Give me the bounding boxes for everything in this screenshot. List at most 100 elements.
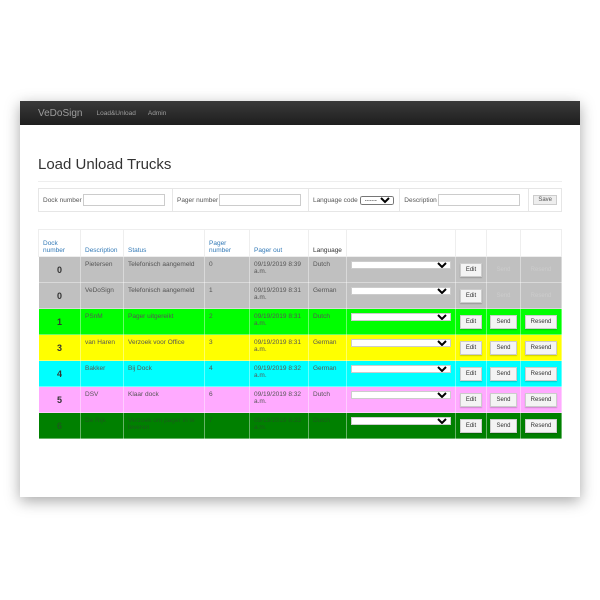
nav-load-unload[interactable]: Load&Unload bbox=[96, 109, 136, 117]
edit-button[interactable]: Edit bbox=[459, 340, 483, 355]
resend-button[interactable]: Resend bbox=[524, 340, 558, 355]
pager-out: 09/19/2019 8:33 a.m. bbox=[249, 412, 309, 439]
pager-number: 7 bbox=[204, 412, 250, 439]
edit-button[interactable]: Edit bbox=[459, 366, 483, 381]
navbar: VeDoSign Load&Unload Admin bbox=[20, 101, 580, 125]
edit-button[interactable]: Edit bbox=[459, 418, 483, 433]
language: Dutch bbox=[308, 256, 347, 283]
edit-button[interactable]: Edit bbox=[459, 262, 483, 277]
resend-button[interactable]: Resend bbox=[526, 264, 557, 276]
header-description[interactable]: Description bbox=[80, 229, 124, 257]
resend-button[interactable]: Resend bbox=[524, 366, 558, 381]
dock-number-input[interactable] bbox=[82, 194, 165, 206]
language: German bbox=[308, 282, 347, 309]
description: PSnM bbox=[80, 308, 124, 335]
filter-bar: Dock number Pager number Language code --… bbox=[38, 188, 562, 212]
description-input[interactable] bbox=[437, 194, 520, 206]
send-button[interactable]: Send bbox=[490, 314, 517, 329]
send-button[interactable]: Send bbox=[490, 392, 517, 407]
save-button[interactable]: Save bbox=[533, 195, 557, 205]
header-dock-number[interactable]: Dock number bbox=[38, 229, 81, 257]
table-row: 0 VeDoSign Telefonisch aangemeld 1 09/19/201… bbox=[38, 282, 562, 309]
description: DSV bbox=[80, 386, 124, 413]
description-label: Description bbox=[404, 196, 437, 204]
resend-button[interactable]: Resend bbox=[524, 392, 558, 407]
dock-number: 0 bbox=[38, 256, 81, 283]
send-button[interactable]: Send bbox=[490, 366, 517, 381]
brand-logo[interactable]: VeDoSign bbox=[38, 107, 83, 119]
send-button[interactable]: Send bbox=[491, 290, 515, 302]
dock-number: 0 bbox=[38, 282, 81, 309]
table-row: 4 Bakker Bij Dock 4 09/19/2019 8:32 a.m. Germ… bbox=[38, 360, 562, 387]
dock-number: 4 bbox=[38, 360, 81, 387]
message-select[interactable] bbox=[351, 365, 451, 373]
description: VeDoSign bbox=[80, 282, 124, 309]
dock-number: 1 bbox=[38, 308, 81, 335]
header-language: Language bbox=[308, 229, 347, 257]
send-button[interactable]: Send bbox=[491, 264, 515, 276]
description: Pietersen bbox=[80, 256, 124, 283]
edit-button[interactable]: Edit bbox=[459, 392, 483, 407]
status: Verzoek om pager in te leveren bbox=[123, 412, 205, 439]
pager-number: 4 bbox=[204, 360, 250, 387]
pager-out: 09/19/2019 8:39 a.m. bbox=[249, 256, 309, 283]
table-row: 1 PSnM Pager uitgereikt 2 09/19/2019 8:31 a.… bbox=[38, 308, 562, 335]
language: Dutch bbox=[308, 412, 347, 439]
pager-out: 09/19/2019 8:31 a.m. bbox=[249, 308, 309, 335]
description: van Haren bbox=[80, 334, 124, 361]
divider bbox=[38, 181, 562, 182]
pager-number: 0 bbox=[204, 256, 250, 283]
status: Pager uitgereikt bbox=[123, 308, 205, 335]
pager-number-input[interactable] bbox=[219, 194, 302, 206]
pager-number: 6 bbox=[204, 386, 250, 413]
status: Telefonisch aangemeld bbox=[123, 282, 205, 309]
resend-button[interactable]: Resend bbox=[524, 418, 558, 433]
resend-button[interactable]: Resend bbox=[524, 314, 558, 329]
pager-out: 09/19/2019 8:31 a.m. bbox=[249, 282, 309, 309]
description: Bakker bbox=[80, 360, 124, 387]
message-select[interactable] bbox=[351, 391, 451, 399]
trucks-table: Dock number Description Status Pager num… bbox=[38, 229, 562, 439]
pager-number: 2 bbox=[204, 308, 250, 335]
header-pager-number[interactable]: Pager number bbox=[204, 229, 250, 257]
dock-number-label: Dock number bbox=[43, 196, 82, 204]
edit-button[interactable]: Edit bbox=[459, 314, 483, 329]
dock-number: 5 bbox=[38, 386, 81, 413]
status: Klaar dock bbox=[123, 386, 205, 413]
header-pager-out[interactable]: Pager out bbox=[249, 229, 309, 257]
table-row: 5 DSV Klaar dock 6 09/19/2019 8:32 a.m. Dutch… bbox=[38, 386, 562, 413]
send-button[interactable]: Send bbox=[490, 418, 517, 433]
status: Bij Dock bbox=[123, 360, 205, 387]
nav-admin[interactable]: Admin bbox=[147, 109, 167, 117]
app-window: VeDoSign Load&Unload Admin Load Unload T… bbox=[20, 101, 580, 497]
pager-number-label: Pager number bbox=[176, 196, 219, 204]
edit-button[interactable]: Edit bbox=[459, 288, 483, 303]
pager-out: 09/19/2019 8:32 a.m. bbox=[249, 360, 309, 387]
page-title: Load Unload Trucks bbox=[38, 156, 172, 173]
language-code-label: Language code bbox=[312, 196, 358, 204]
message-select[interactable] bbox=[351, 339, 451, 347]
pager-out: 09/19/2019 8:32 a.m. bbox=[249, 386, 309, 413]
message-select[interactable] bbox=[351, 287, 451, 295]
resend-button[interactable]: Resend bbox=[526, 290, 557, 302]
send-button[interactable]: Send bbox=[490, 340, 517, 355]
message-select[interactable] bbox=[351, 261, 451, 269]
language: German bbox=[308, 334, 347, 361]
message-select[interactable] bbox=[351, 313, 451, 321]
status: Verzoek voor Office bbox=[123, 334, 205, 361]
language: Dutch bbox=[308, 308, 347, 335]
header-status[interactable]: Status bbox=[123, 229, 205, 257]
description: De Rijk bbox=[80, 412, 124, 439]
message-select[interactable] bbox=[351, 417, 451, 425]
table-row: 3 van Haren Verzoek voor Office 3 09/19/2019… bbox=[38, 334, 562, 361]
pager-out: 09/19/2019 8:31 a.m. bbox=[249, 334, 309, 361]
language: Dutch bbox=[308, 386, 347, 413]
dock-number: 3 bbox=[38, 334, 81, 361]
status: Telefonisch aangemeld bbox=[123, 256, 205, 283]
pager-number: 3 bbox=[204, 334, 250, 361]
dock-number: 6 bbox=[38, 412, 81, 439]
language-code-select[interactable]: --------- bbox=[359, 195, 394, 205]
pager-number: 1 bbox=[204, 282, 250, 309]
table-row: 6 De Rijk Verzoek om pager in te leveren 7 0… bbox=[38, 412, 562, 439]
table-row: 0 Pietersen Telefonisch aangemeld 0 09/19/20… bbox=[38, 256, 562, 283]
